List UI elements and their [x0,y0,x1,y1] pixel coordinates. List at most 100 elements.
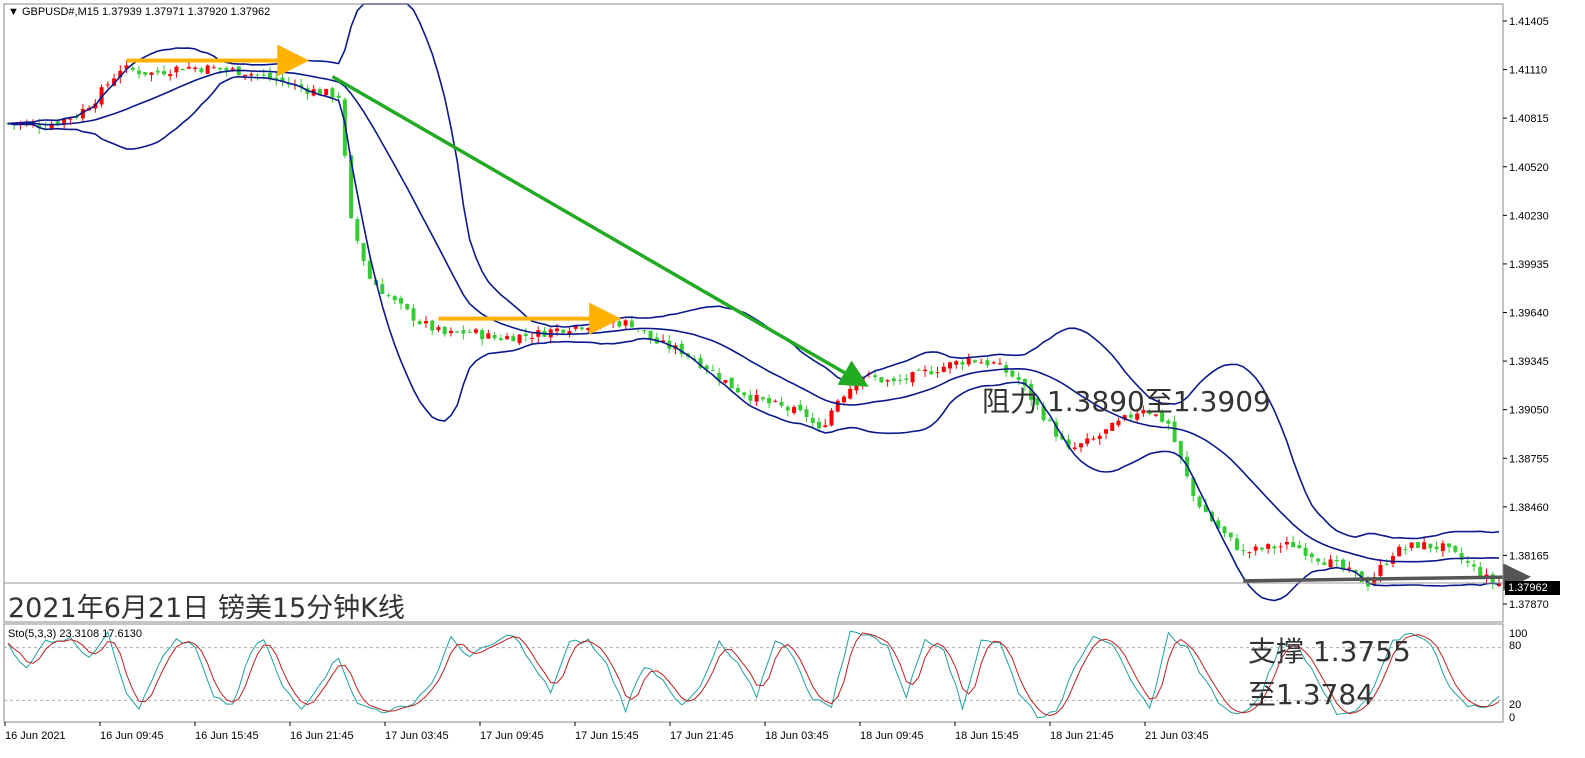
candle-body [49,123,54,129]
candle-body [80,108,85,119]
price-tick-label: 1.40815 [1509,113,1549,125]
candle-body [966,358,971,365]
candle-body [505,336,510,340]
ohlc-values: 1.37939 1.37971 1.37920 1.37962 [102,6,271,18]
stochastic-tick-label: 20 [1509,699,1521,711]
candle-body [1234,538,1239,551]
candle-body [480,330,485,340]
price-tick-label: 1.40520 [1509,162,1549,174]
stochastic-main-line [7,630,1500,719]
candle-body [916,369,921,371]
stochastic-signal-line [7,632,1500,717]
candle-body [1191,477,1196,496]
candle-body [336,95,341,98]
candle-body [455,331,460,333]
candle-body [1428,543,1433,549]
candle-body [1222,526,1227,534]
candle-body [1403,549,1408,551]
candle-body [1465,561,1470,563]
candle-body [423,321,428,324]
candle-body [617,321,622,327]
price-tick-label: 1.38165 [1509,550,1549,562]
candle-body [835,400,840,412]
candle-body [991,362,996,364]
price-tick-label: 1.38460 [1509,502,1549,514]
collapse-triangle-icon[interactable]: ▼ [8,6,19,18]
candle-body [442,326,447,335]
candle-body [1116,420,1121,426]
candle-body [317,89,322,96]
candle-body [997,363,1002,365]
candle-body [1247,552,1252,554]
price-tick-label: 1.40230 [1509,210,1549,222]
time-tick-label: 16 Jun 15:45 [195,730,259,742]
candle-body [1197,496,1202,507]
time-tick-label: 18 Jun 03:45 [765,730,829,742]
candle-body [399,298,404,304]
candle-body [1172,421,1177,442]
support-arrow [1243,563,1531,592]
candle-body [742,392,747,396]
candle-body [55,121,60,125]
price-panel [6,3,1531,602]
time-tick-label: 17 Jun 03:45 [385,730,449,742]
candle-body [386,295,391,297]
candle-body [211,67,216,69]
candle-body [492,335,497,339]
candle-body [37,124,42,128]
candle-body [798,404,803,411]
candle-body [417,321,422,325]
candle-body [461,330,466,334]
candle-body [155,70,160,73]
candle-body [873,375,878,378]
price-tick-label: 1.41405 [1509,16,1549,28]
candle-body [130,67,135,70]
candle-body [661,340,666,343]
candle-body [280,77,285,82]
candle-body [261,74,266,76]
candle-body [1303,547,1308,556]
candle-body [891,378,896,382]
chart-title-annotation: 2021年6月21日 镑美15分钟K线 [8,593,405,624]
candle-body [1322,562,1327,566]
candle-body [193,67,198,70]
candle-body [929,371,934,375]
candle-body [785,406,790,411]
candle-body [436,327,441,330]
candle-body [1153,414,1158,416]
candle-body [1365,580,1370,587]
candle-body [168,74,173,77]
time-axis-ticks: 16 Jun 2021 16 Jun 09:45 16 Jun 15:45 16 Ju… [4,722,1209,742]
candle-body [1334,560,1339,562]
candle-body [255,74,260,76]
candle-body [1035,397,1040,405]
candle-body [1347,567,1352,569]
candle-body [186,66,191,69]
candle-body [274,77,279,80]
price-axis-ticks: 1.41405 1.41110 1.40815 1.40520 1.40230 1.399… [1503,16,1549,611]
candle-body [960,362,965,365]
candle-body [1110,422,1115,431]
candle-body [1266,544,1271,549]
candle-body [230,68,235,70]
candle-body [430,320,435,331]
candle-body [767,398,772,404]
price-tick-label: 1.41110 [1509,65,1547,77]
time-tick-label: 21 Jun 03:45 [1145,730,1209,742]
candle-body [224,68,229,71]
time-tick-label: 17 Jun 15:45 [575,730,639,742]
candle-body [1072,447,1077,450]
candle-body [586,328,591,330]
candle-body [954,361,959,365]
candle-body [1328,559,1333,568]
candle-body [1353,569,1358,573]
candle-body [467,331,472,333]
candle-body [324,88,329,95]
candle-body [1259,547,1264,550]
chart-header: ▼ GBPUSD#,M15 1.37939 1.37971 1.37920 1.… [8,6,270,18]
stochastic-tick-label: 80 [1509,640,1521,652]
candle-body [530,338,535,340]
candle-body [1022,378,1027,386]
